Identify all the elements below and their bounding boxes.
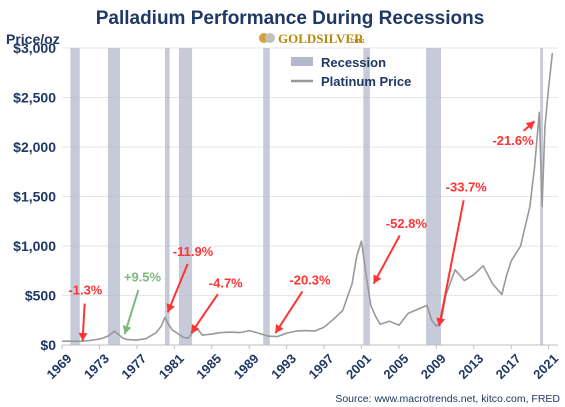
recession-band (70, 48, 80, 345)
recession-band (263, 48, 270, 345)
annotation-label: -21.6% (492, 133, 534, 148)
annotation-arrow-head (275, 323, 284, 334)
annotation-arrow-head (525, 121, 535, 130)
annotation-arrow-head (373, 274, 382, 284)
y-tick-label: $0 (40, 337, 56, 353)
y-tick-label: $3,000 (13, 40, 56, 56)
annotation-label: -33.7% (446, 180, 488, 195)
annotation-label: +9.5% (124, 270, 162, 285)
legend-swatch-recession (291, 57, 313, 66)
x-tick-label: 1969 (43, 351, 74, 382)
legend: Recession Platinum Price (291, 55, 411, 89)
recession-bands (70, 48, 544, 345)
x-tick-label: 1977 (118, 351, 149, 382)
logo-coin-silver (265, 33, 275, 43)
logo-text: GOLDSILVER (278, 31, 364, 46)
annotation-label: -20.3% (289, 273, 331, 288)
annotation-label: -11.9% (173, 244, 214, 259)
y-tick-label: $2,500 (13, 90, 56, 106)
annotation-arrow-head (78, 332, 88, 342)
y-tick-label: $500 (25, 288, 56, 304)
x-ticks: 1969 1973 1977 1981 1985 1989 1993 1997 2001 2005… (43, 345, 561, 382)
legend-label: Recession (321, 55, 386, 70)
annotation-arrow-line (274, 290, 304, 334)
grid (62, 47, 558, 346)
x-tick-label: 1997 (306, 351, 337, 382)
x-tick-label: 1981 (156, 351, 187, 382)
recession-band (164, 48, 170, 345)
x-tick-label: 2013 (455, 351, 486, 382)
annotations: -1.3% +9.5% -11.9% -4.7% -20.3% -52.8% -33.7% -… (68, 120, 536, 342)
recession-band (178, 48, 193, 345)
x-tick-label: 1993 (268, 351, 299, 382)
recession-band (107, 48, 121, 345)
y-ticks: $0 $500 $1,000 $1,500 $2,000 $2,500 $3,000 (13, 40, 56, 353)
recession-band (426, 48, 442, 345)
source-note: Source: www.macrotrends.net, kitco.com, … (335, 393, 560, 405)
x-tick-label: 2017 (493, 351, 524, 382)
annotation-label: -4.7% (209, 276, 243, 291)
annotation-arrow-line (166, 263, 189, 313)
y-axis-label: Price/oz (6, 31, 60, 47)
annotation-arrow-line (372, 235, 401, 285)
legend-label: Platinum Price (321, 74, 411, 89)
x-tick-label: 1989 (231, 351, 262, 382)
annotation-arrow-head (436, 317, 446, 327)
x-tick-label: 2005 (380, 351, 411, 382)
annotation-label: -1.3% (68, 283, 102, 298)
annotation-arrow-head (191, 323, 200, 334)
annotation-arrow-line (438, 200, 465, 327)
x-tick-label: 1973 (81, 351, 112, 382)
series-line-platinum-price (62, 52, 554, 343)
annotation-arrow-head (166, 303, 175, 313)
y-tick-label: $1,500 (13, 189, 56, 205)
recession-band (363, 48, 370, 345)
y-tick-label: $2,000 (13, 139, 56, 155)
annotation-arrow-head (122, 325, 132, 335)
x-tick-label: 2009 (418, 351, 449, 382)
goldsilver-logo: GOLDSILVER .com (259, 31, 366, 46)
series-layer (62, 52, 554, 343)
x-tick-label: 1985 (193, 351, 224, 382)
annotation-label: -52.8% (386, 216, 428, 231)
y-tick-label: $1,000 (13, 238, 56, 254)
chart-title: Palladium Performance During Recessions (96, 8, 485, 29)
x-tick-label: 2001 (343, 351, 374, 382)
logo-suffix: .com (349, 36, 366, 45)
x-tick-label: 2021 (530, 351, 561, 382)
